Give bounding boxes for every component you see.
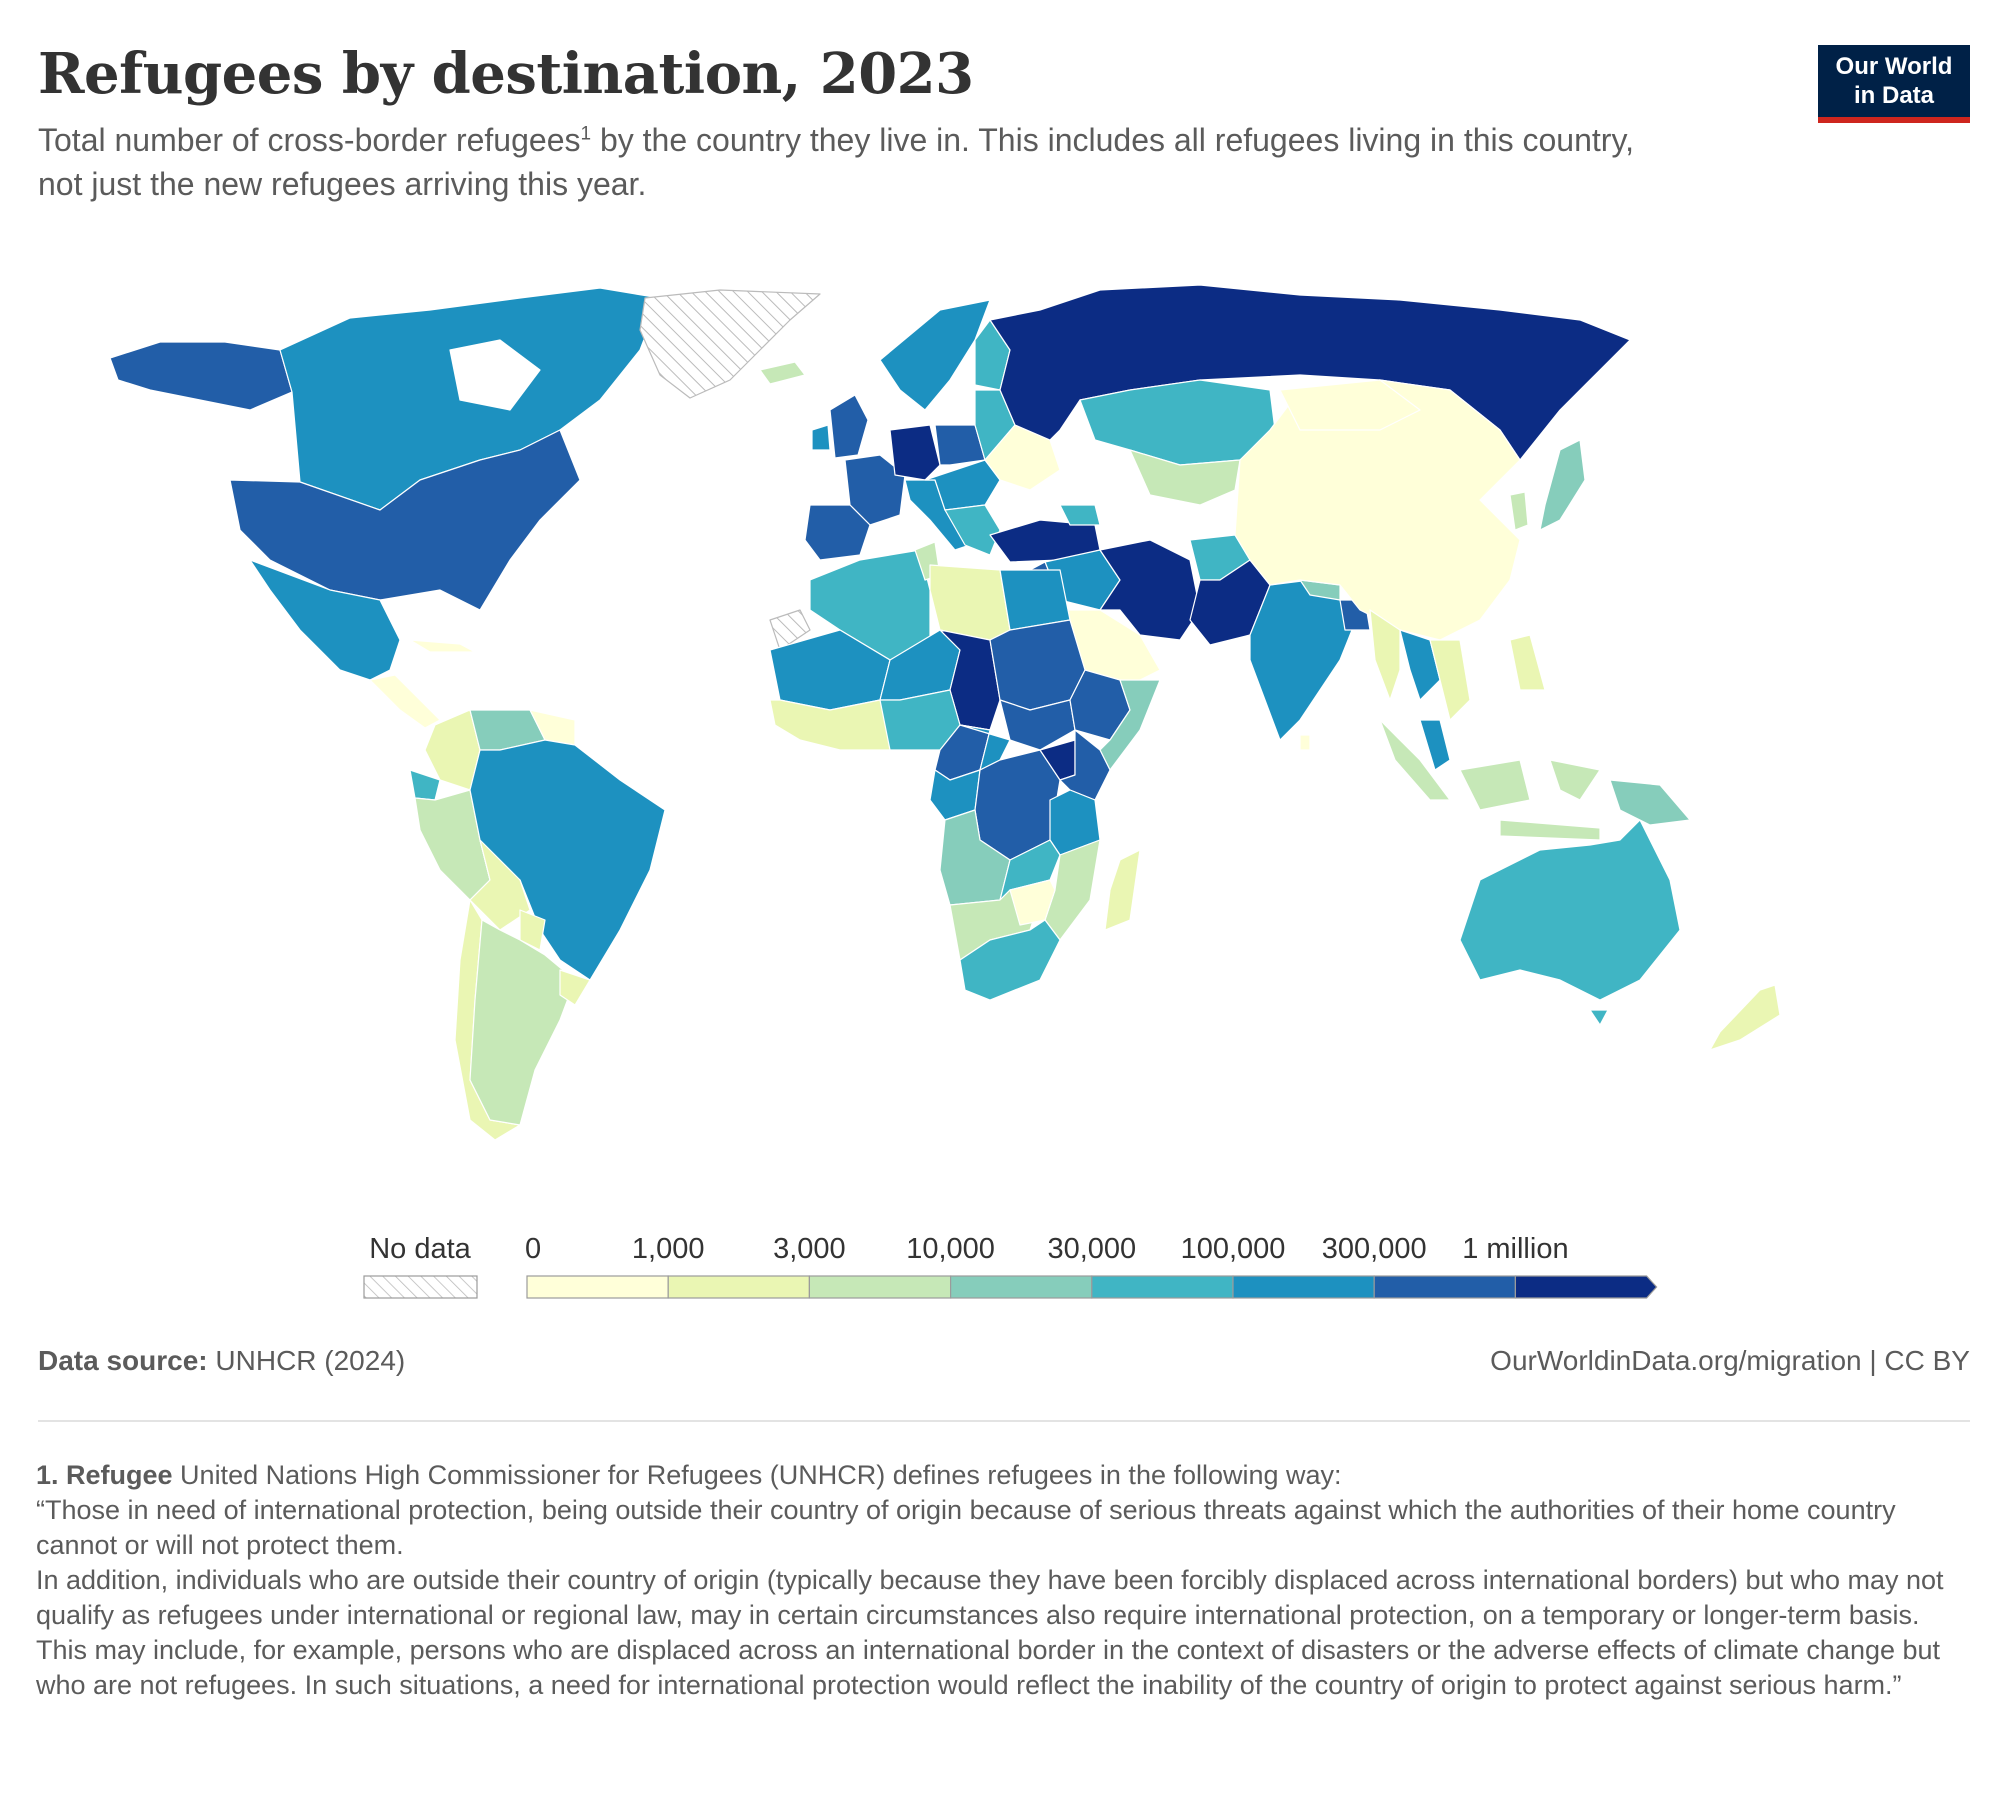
country-korea[interactable] [1509, 491, 1529, 531]
legend-tick-label: 0 [525, 1233, 541, 1265]
chart-subtitle: Total number of cross-border refugees1 b… [38, 118, 1678, 206]
legend-ticks: 0 1,000 3,000 10,000 30,000 100,000 300,000 1 m… [525, 1233, 1569, 1265]
legend-tick-label: 30,000 [1047, 1233, 1136, 1265]
legend-tick-label: 10,000 [906, 1233, 995, 1265]
country-indonesia[interactable] [1379, 719, 1601, 841]
country-cuba[interactable] [409, 639, 476, 653]
country-australia[interactable] [1459, 819, 1681, 1001]
logo-line-2: in Data [1853, 82, 1934, 109]
legend-bin-3[interactable] [949, 1275, 1093, 1299]
footnote-marker[interactable]: 1 [580, 123, 592, 145]
legend-tick-label: 100,000 [1181, 1233, 1286, 1265]
country-germany[interactable] [889, 424, 941, 481]
owid-logo[interactable]: Our World in Data [1818, 45, 1970, 123]
no-data-swatch[interactable] [363, 1275, 478, 1299]
country-malaysia[interactable] [1419, 719, 1451, 771]
world-map-svg [109, 284, 1781, 1141]
country-south-africa[interactable] [959, 919, 1061, 1001]
country-iceland[interactable] [759, 361, 806, 385]
country-caucasus[interactable] [1059, 504, 1101, 526]
country-iran[interactable] [1099, 539, 1201, 641]
country-libya[interactable] [929, 564, 1011, 641]
country-papua-new-guinea[interactable] [1609, 779, 1691, 826]
country-zimbabwe[interactable] [1009, 879, 1056, 926]
country-ireland[interactable] [811, 424, 831, 451]
country-hudson-bay [449, 339, 541, 411]
legend-bin-5[interactable] [1232, 1275, 1375, 1299]
footnote-line-4: This may include, for example, persons w… [36, 1635, 1941, 1700]
country-madagascar[interactable] [1104, 849, 1141, 931]
legend-tick-label: 300,000 [1322, 1233, 1427, 1265]
source-url[interactable]: OurWorldinData.org/migration | CC BY [1490, 1345, 1970, 1376]
country-western-sahara[interactable] [769, 609, 811, 651]
country-new-zealand[interactable] [1709, 984, 1781, 1051]
country-greenland[interactable] [639, 289, 821, 399]
country-mexico[interactable] [249, 559, 401, 681]
country-egypt[interactable] [999, 569, 1071, 631]
legend-bins [526, 1275, 1658, 1299]
legend: No data 0 1,000 3,000 10,000 30,000 100,000 30… [0, 1225, 2000, 1305]
footnote-term: 1. Refugee [36, 1460, 173, 1490]
country-china[interactable] [1234, 379, 1521, 641]
country-tasmania[interactable] [1589, 1009, 1609, 1026]
country-norway-sweden[interactable] [879, 299, 991, 411]
country-sudan[interactable] [989, 619, 1086, 711]
country-united-states[interactable] [229, 429, 581, 611]
legend-tick-label: 1 million [1462, 1233, 1568, 1265]
footnote-divider [38, 1420, 1970, 1422]
footnote-line-2: “Those in need of international protecti… [36, 1495, 1896, 1560]
country-argentina[interactable] [469, 919, 576, 1126]
country-india[interactable] [1249, 579, 1361, 741]
legend-bin-1[interactable] [667, 1275, 811, 1299]
legend-bin-2[interactable] [808, 1275, 952, 1299]
country-poland[interactable] [934, 424, 986, 466]
country-mongolia[interactable] [1279, 379, 1421, 431]
country-philippines[interactable] [1509, 634, 1546, 691]
legend-bin-0[interactable] [526, 1275, 669, 1299]
source-value[interactable]: UNHCR (2024) [215, 1345, 406, 1376]
country-ecuador[interactable] [409, 769, 441, 801]
footnote-text: United Nations High Commissioner for Ref… [172, 1460, 1342, 1490]
country-central-america[interactable] [369, 674, 441, 729]
data-source: Data source: UNHCR (2024) [38, 1343, 405, 1379]
legend-bin-6[interactable] [1373, 1275, 1516, 1299]
legend-tick-label: 3,000 [773, 1233, 846, 1265]
footnote: 1. Refugee United Nations High Commissio… [36, 1458, 1976, 1703]
legend-svg: No data 0 1,000 3,000 10,000 30,000 100,000 30… [363, 1233, 1658, 1299]
country-sri-lanka[interactable] [1299, 734, 1311, 751]
footnote-line-1: 1. Refugee United Nations High Commissio… [36, 1458, 1976, 1493]
legend-bin-7[interactable] [1514, 1275, 1658, 1299]
country-paraguay[interactable] [519, 909, 546, 951]
legend-bin-4[interactable] [1091, 1275, 1234, 1299]
subtitle-text: Total number of cross-border refugees [38, 122, 581, 158]
no-data-label: No data [369, 1233, 471, 1265]
country-vietnam-laos[interactable] [1429, 639, 1471, 721]
country-united-kingdom[interactable] [829, 394, 869, 459]
country-japan[interactable] [1539, 439, 1586, 531]
country-alaska[interactable] [109, 341, 293, 411]
subtitle-text-continued: by the country they live in. This includ… [38, 122, 1634, 202]
logo-line-1: Our World [1835, 53, 1953, 80]
source-label: Data source: [38, 1345, 208, 1376]
chart-title: Refugees by destination, 2023 [38, 41, 974, 107]
country-central-asia[interactable] [1129, 449, 1241, 506]
country-uruguay[interactable] [559, 969, 591, 1006]
legend-tick-label: 1,000 [632, 1233, 705, 1265]
world-map[interactable] [0, 280, 2000, 1160]
footnote-line-3: In addition, individuals who are outside… [36, 1565, 1944, 1630]
country-iberia[interactable] [804, 504, 871, 561]
country-myanmar[interactable] [1369, 609, 1401, 701]
country-thailand[interactable] [1399, 629, 1441, 701]
